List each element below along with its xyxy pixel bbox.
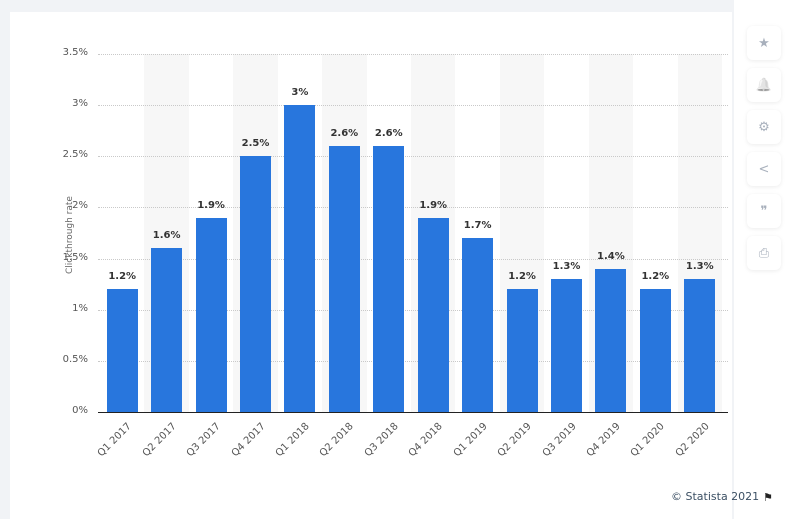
value-label: 1.9% xyxy=(419,199,448,211)
x-axis-line xyxy=(98,412,728,413)
bar[interactable] xyxy=(240,156,271,412)
print-button[interactable]: ⎙ xyxy=(747,236,781,270)
share-button[interactable]: < xyxy=(747,152,781,186)
gridline xyxy=(98,207,728,209)
gear-icon: ⚙ xyxy=(758,119,770,135)
bar[interactable] xyxy=(462,238,494,412)
favorite-button[interactable]: ★ xyxy=(747,26,781,60)
y-tick-label: 1% xyxy=(72,302,88,314)
y-tick-label: 0% xyxy=(72,405,88,416)
value-label: 1.9% xyxy=(197,199,225,211)
gridline xyxy=(98,54,728,55)
quote-icon: ❞ xyxy=(760,203,768,219)
star-icon: ★ xyxy=(758,35,770,51)
value-label: 2.6% xyxy=(330,128,359,140)
sidebar: ★ 🔔 ⚙ < ❞ ⎙ xyxy=(734,0,802,519)
y-tick-label: 0.5% xyxy=(62,353,88,365)
bar[interactable] xyxy=(417,217,449,412)
statista-credit[interactable]: © Statista 2021 xyxy=(671,490,760,503)
value-label: 2.5% xyxy=(241,138,270,150)
value-label: 1.6% xyxy=(152,230,181,242)
bar[interactable] xyxy=(595,268,627,412)
gridline xyxy=(98,309,728,311)
value-label: 3% xyxy=(291,87,309,99)
print-icon: ⎙ xyxy=(758,245,770,261)
y-tick-label: 3% xyxy=(72,98,88,110)
y-tick-label: 2% xyxy=(72,200,88,212)
value-label: 2.6% xyxy=(374,128,403,140)
bar[interactable] xyxy=(551,279,582,412)
value-label: 1.3% xyxy=(552,261,581,273)
settings-button[interactable]: ⚙ xyxy=(747,110,781,144)
value-label: 1.7% xyxy=(463,220,492,232)
value-label: 1.4% xyxy=(597,250,625,262)
bar[interactable] xyxy=(151,248,183,412)
gridline xyxy=(98,360,728,362)
bar[interactable] xyxy=(328,146,360,412)
y-tick-label: 1.5% xyxy=(62,251,88,263)
bar[interactable] xyxy=(639,289,671,412)
gridline xyxy=(98,105,728,107)
value-label: 1.2% xyxy=(508,271,536,283)
value-label: 1.2% xyxy=(108,271,137,283)
cite-button[interactable]: ❞ xyxy=(747,194,781,228)
bar[interactable] xyxy=(195,217,227,412)
y-tick-label: 2.5% xyxy=(62,149,88,161)
bar[interactable] xyxy=(106,289,138,412)
gridline xyxy=(98,258,728,260)
y-tick-label: 3.5% xyxy=(62,47,88,58)
value-label: 1.2% xyxy=(641,271,670,283)
bar[interactable] xyxy=(684,279,716,412)
bell-icon: 🔔 xyxy=(755,77,773,93)
value-label: 1.3% xyxy=(685,261,714,273)
plot-area: 1.2% 1.6% 1.9% 2.5% 3% 2.6% 2.6% 1.9% 1.7% 1.2% 1.… xyxy=(98,54,728,413)
bar[interactable] xyxy=(284,105,316,412)
gridline xyxy=(98,156,728,158)
bar[interactable] xyxy=(373,146,405,412)
flag-icon[interactable]: ⚑ xyxy=(763,491,773,504)
share-icon: < xyxy=(758,161,770,177)
bar[interactable] xyxy=(506,289,538,412)
notification-button[interactable]: 🔔 xyxy=(747,68,781,102)
